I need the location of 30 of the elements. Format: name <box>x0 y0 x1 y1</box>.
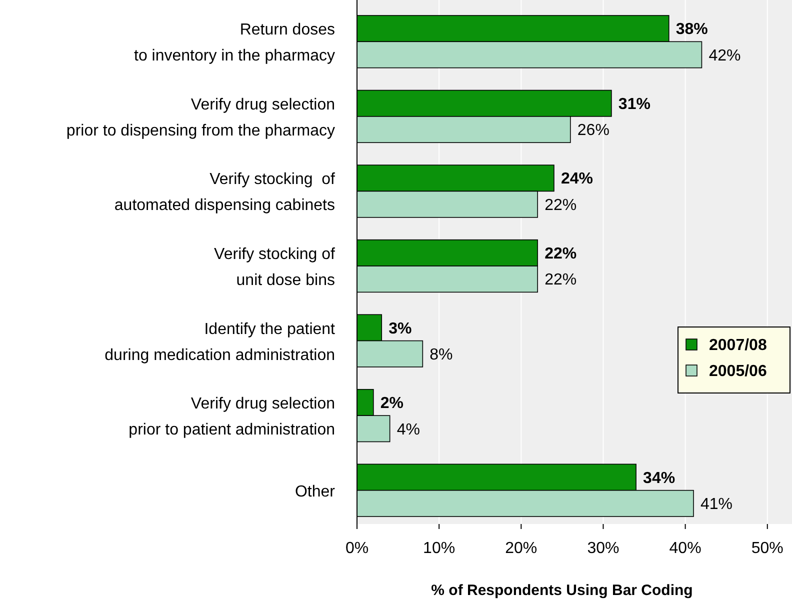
y-tick-label: Verify drug selection prior to dispensing from the pharmacy <box>66 96 335 140</box>
data-label: 22% <box>544 272 577 289</box>
data-label: 31% <box>618 96 650 113</box>
y-tick-label: Other <box>294 483 336 500</box>
y-tick-label: Verify stocking of unit dose bins <box>214 246 336 289</box>
data-label: 4% <box>396 421 420 438</box>
x-tick-label: 10% <box>423 540 456 557</box>
x-axis-title: % of Respondents Using Bar Coding <box>431 582 693 599</box>
data-label: 34% <box>643 470 676 487</box>
y-tick-label: Verify drug selection prior to patient administration <box>128 396 335 439</box>
data-label: 3% <box>388 320 412 338</box>
y-tick-label: Return doses to inventory in the pharmacy <box>134 22 335 65</box>
data-label: 8% <box>430 346 453 364</box>
legend-label: 2005/06 <box>709 363 767 380</box>
legend-label: 2007/08 <box>709 337 767 354</box>
data-label: 42% <box>708 47 741 64</box>
x-tick-label: 0% <box>345 540 369 557</box>
x-tick-label: 20% <box>505 540 538 557</box>
data-label: 22% <box>544 196 577 214</box>
data-label: 26% <box>577 122 610 140</box>
y-tick-label: Identify the patient during medication administration <box>104 320 336 364</box>
data-label: 2% <box>380 395 404 412</box>
x-tick-label: 50% <box>751 540 784 557</box>
x-tick-label: 40% <box>669 540 702 557</box>
data-label: 38% <box>676 21 708 38</box>
data-label: 41% <box>700 496 733 514</box>
data-label: 24% <box>560 170 594 188</box>
data-label: 22% <box>544 246 577 263</box>
x-tick-label: 30% <box>587 540 620 557</box>
y-tick-label: Verify stocking of automated dispensing cabinets <box>114 171 336 214</box>
